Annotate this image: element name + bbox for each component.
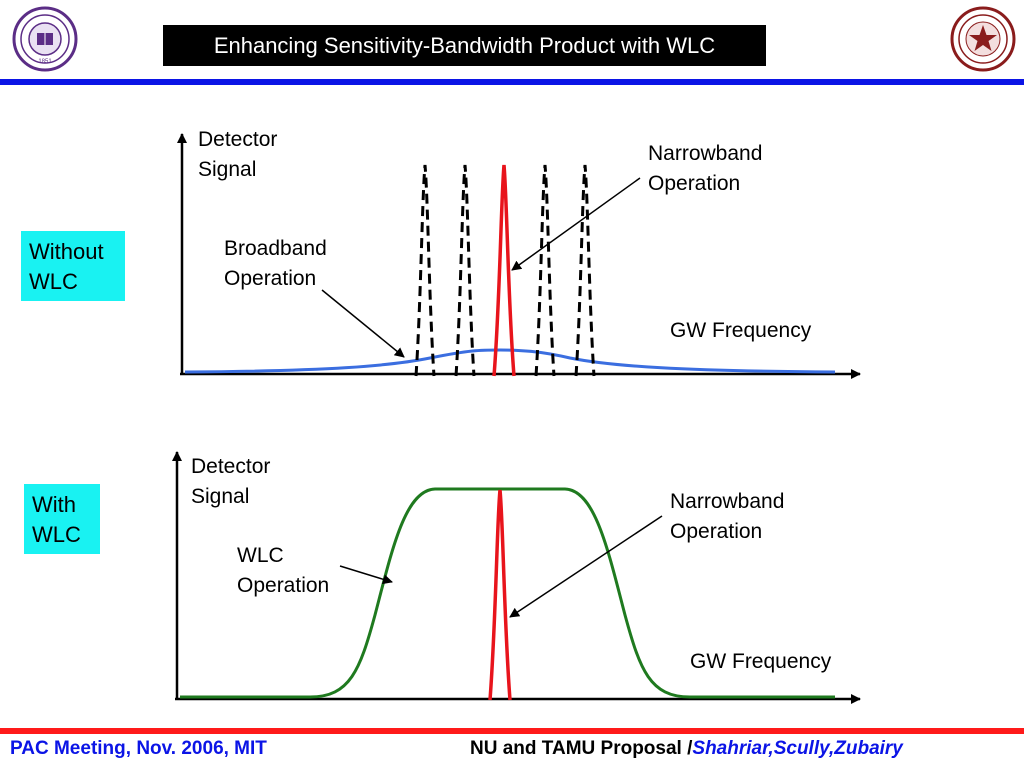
footer-meeting: PAC Meeting, Nov. 2006, MIT (10, 738, 267, 759)
top-x-axis-label: GW Frequency (670, 319, 812, 342)
top-narrowband-line1: Narrowband (648, 142, 763, 165)
with-wlc-line2: WLC (32, 522, 81, 547)
top-axes (177, 133, 861, 379)
slide-title: Enhancing Sensitivity-Bandwidth Product … (163, 25, 766, 66)
footer-proposal: NU and TAMU Proposal /Shahriar,Scully,Zu… (470, 738, 903, 760)
dashed-peak-4 (574, 164, 596, 377)
texas-am-seal-icon (950, 6, 1016, 72)
wlc-flat-top-curve (180, 487, 835, 699)
footer-divider (0, 728, 1024, 734)
top-y-label-line2: Signal (198, 158, 257, 181)
top-narrowband-annotation: Narrowband Operation (648, 139, 762, 199)
northwestern-seal-icon: 1851 (12, 6, 78, 72)
bottom-y-label-line2: Signal (191, 485, 250, 508)
with-wlc-label: With WLC (24, 484, 100, 554)
broadband-line2: Operation (224, 267, 317, 290)
broadband-curve (184, 348, 836, 374)
without-wlc-label: Without WLC (21, 231, 125, 301)
bottom-narrowband-annotation: Narrowband Operation (670, 487, 784, 547)
without-wlc-line2: WLC (29, 269, 78, 294)
top-narrowband-peak (492, 164, 516, 377)
broadband-line1: Broadband (224, 237, 327, 260)
without-wlc-line1: Without (29, 239, 104, 264)
broadband-pointer-arrow (321, 289, 405, 358)
broadband-annotation: Broadband Operation (224, 234, 327, 294)
header-divider (0, 79, 1024, 85)
scanned-narrowband-peaks (414, 164, 596, 377)
svg-text:1851: 1851 (38, 59, 52, 65)
bottom-narrowband-pointer-arrow (509, 515, 663, 618)
left-university-seal: 1851 (12, 6, 78, 77)
bottom-narrowband-peak (488, 489, 512, 701)
footer-proposal-prefix: NU and TAMU Proposal / (470, 738, 693, 759)
with-wlc-line1: With (32, 492, 76, 517)
wlc-pointer-arrow (339, 565, 393, 585)
bottom-y-axis-label: Detector Signal (191, 452, 270, 512)
bottom-y-label-line1: Detector (191, 455, 271, 478)
wlc-line2: Operation (237, 574, 330, 597)
top-narrowband-pointer-arrow (511, 177, 641, 271)
wlc-annotation: WLC Operation (237, 541, 329, 601)
bottom-narrowband-line1: Narrowband (670, 490, 785, 513)
dashed-peak-3 (534, 164, 556, 377)
right-university-seal (950, 6, 1016, 77)
bottom-x-axis-label: GW Frequency (690, 650, 832, 673)
dashed-peak-1 (414, 164, 436, 377)
wlc-line1: WLC (237, 544, 284, 567)
dashed-peak-2 (454, 164, 476, 377)
bottom-axes (172, 451, 861, 704)
top-narrowband-line2: Operation (648, 172, 741, 195)
footer-authors: Shahriar,Scully,Zubairy (692, 738, 903, 759)
bottom-narrowband-line2: Operation (670, 520, 763, 543)
top-y-axis-label: Detector Signal (198, 125, 277, 185)
top-y-label-line1: Detector (198, 128, 278, 151)
